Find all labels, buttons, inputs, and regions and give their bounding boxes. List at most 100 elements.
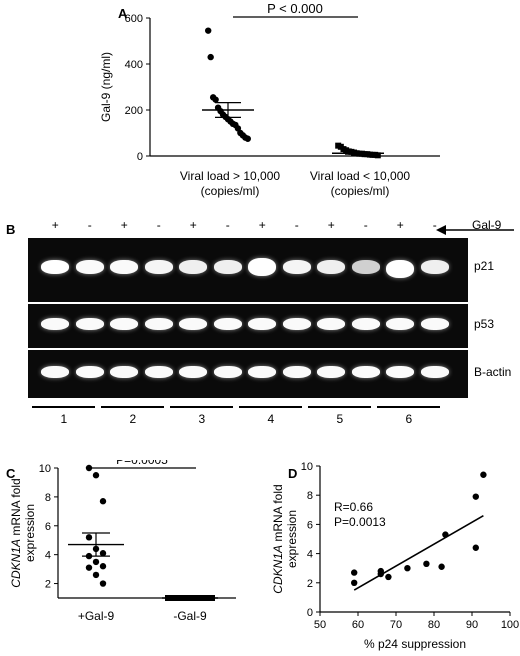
x-tick-label: 70 xyxy=(390,619,402,631)
gel-band xyxy=(75,318,104,330)
gel-band xyxy=(41,260,70,274)
panel-d-letter: D xyxy=(288,466,298,481)
gel-band xyxy=(75,366,104,378)
x-tick-label: 80 xyxy=(428,619,440,631)
gel-band xyxy=(110,366,139,378)
data-point xyxy=(85,534,93,541)
gel-p53 xyxy=(28,304,468,348)
gel-band xyxy=(386,260,415,278)
data-point xyxy=(472,493,479,500)
y-tick-label: 600 xyxy=(125,13,143,25)
panel-c-chart: 2 4 6 8 10 CDKN1A mRNA fold expression +Gal-9 -G… xyxy=(9,460,236,623)
gel-band xyxy=(213,260,242,274)
y-tick-label: 8 xyxy=(307,490,313,502)
sample-bracket xyxy=(308,406,371,408)
y-axis-label-gene: CDKN1A xyxy=(271,545,285,594)
gel-band xyxy=(41,318,70,330)
y-tick-label: 10 xyxy=(39,463,51,475)
gel-band xyxy=(386,318,415,330)
gel-band xyxy=(248,258,277,276)
category-label: +Gal-9 xyxy=(78,609,115,623)
lane-sign: - xyxy=(363,218,368,232)
lane-sign: + xyxy=(120,218,128,232)
panel-d-chart: 0 2 4 6 8 10 50 60 70 80 90 100 % p24 suppression CDK… xyxy=(271,461,519,651)
data-point xyxy=(351,579,358,586)
lane-sign: - xyxy=(225,218,230,232)
y-tick-label: 2 xyxy=(45,579,51,591)
gel-band xyxy=(351,318,380,330)
y-tick-label: 4 xyxy=(307,549,313,561)
gel-band xyxy=(386,366,415,378)
gel-band xyxy=(420,366,449,378)
gel-band xyxy=(420,260,449,274)
data-point xyxy=(351,569,358,576)
lane-sign: - xyxy=(294,218,299,232)
data-point xyxy=(212,96,219,103)
data-point xyxy=(374,152,381,159)
y-axis-label: CDKN1A mRNA fold xyxy=(9,478,23,587)
gel-band xyxy=(351,366,380,378)
data-point xyxy=(99,580,107,587)
data-point xyxy=(480,471,487,478)
category-unit-label: (copies/ml) xyxy=(331,184,390,198)
gel-band xyxy=(282,366,311,378)
gel-band xyxy=(179,318,208,330)
gene-label: p21 xyxy=(474,259,495,273)
treatment-label: Gal-9 xyxy=(472,218,502,232)
data-point xyxy=(207,53,214,61)
gel-band xyxy=(41,366,70,378)
gel-band xyxy=(420,318,449,330)
y-tick-label: 4 xyxy=(45,550,51,562)
data-point xyxy=(472,544,479,551)
lane-sign: + xyxy=(327,218,335,232)
sample-number: 4 xyxy=(267,412,275,426)
sample-bracket xyxy=(32,406,95,408)
panel-c-letter: C xyxy=(6,466,16,481)
category-label: Viral load < 10,000 xyxy=(310,169,411,183)
lane-sign: + xyxy=(189,218,197,232)
sample-number: 3 xyxy=(198,412,206,426)
x-tick-label: 60 xyxy=(352,619,364,631)
data-point xyxy=(438,563,445,570)
y-axis-label-line2: expression xyxy=(23,504,37,562)
gel-band xyxy=(282,318,311,330)
sample-bracket xyxy=(239,406,302,408)
data-point xyxy=(244,135,251,142)
gel-band xyxy=(213,366,242,378)
gene-label: p53 xyxy=(474,317,495,331)
regression-line xyxy=(353,514,484,591)
y-tick-label: 6 xyxy=(45,521,51,533)
y-tick-label: 6 xyxy=(307,519,313,531)
sample-bracket xyxy=(101,406,164,408)
x-tick-label: 100 xyxy=(501,619,519,631)
gel-band xyxy=(75,260,104,274)
significance-label: P=0.0005 xyxy=(116,460,168,467)
data-point xyxy=(99,550,107,557)
category-label: Viral load > 10,000 xyxy=(180,169,281,183)
x-axis-label: % p24 suppression xyxy=(364,637,466,651)
lane-sign: + xyxy=(258,218,266,232)
data-point xyxy=(404,565,411,572)
gel-band xyxy=(179,260,208,274)
panel-b-letter: B xyxy=(6,222,16,237)
y-tick-label: 0 xyxy=(137,151,143,163)
gel-band xyxy=(110,260,139,274)
data-point xyxy=(85,464,93,472)
sample-number: 1 xyxy=(60,412,68,426)
lane-sign: - xyxy=(156,218,161,232)
data-point xyxy=(205,27,212,34)
correlation-r-label: R=0.66 xyxy=(334,500,373,514)
gel-band xyxy=(351,260,380,274)
data-point xyxy=(99,563,107,570)
gel-band xyxy=(248,318,277,330)
data-point xyxy=(92,571,100,579)
y-axis-label-rest: mRNA fold xyxy=(271,484,285,545)
panel-a-chart: 0 200 400 600 Gal-9 (ng/ml) Viral load > 10,0… xyxy=(99,1,440,198)
gel-band xyxy=(144,366,173,378)
y-tick-label: 0 xyxy=(307,607,313,619)
data-point xyxy=(92,558,100,566)
gel-band xyxy=(213,318,242,330)
sample-bracket xyxy=(170,406,233,408)
lane-sign: - xyxy=(432,218,437,232)
gel-band xyxy=(144,260,173,274)
